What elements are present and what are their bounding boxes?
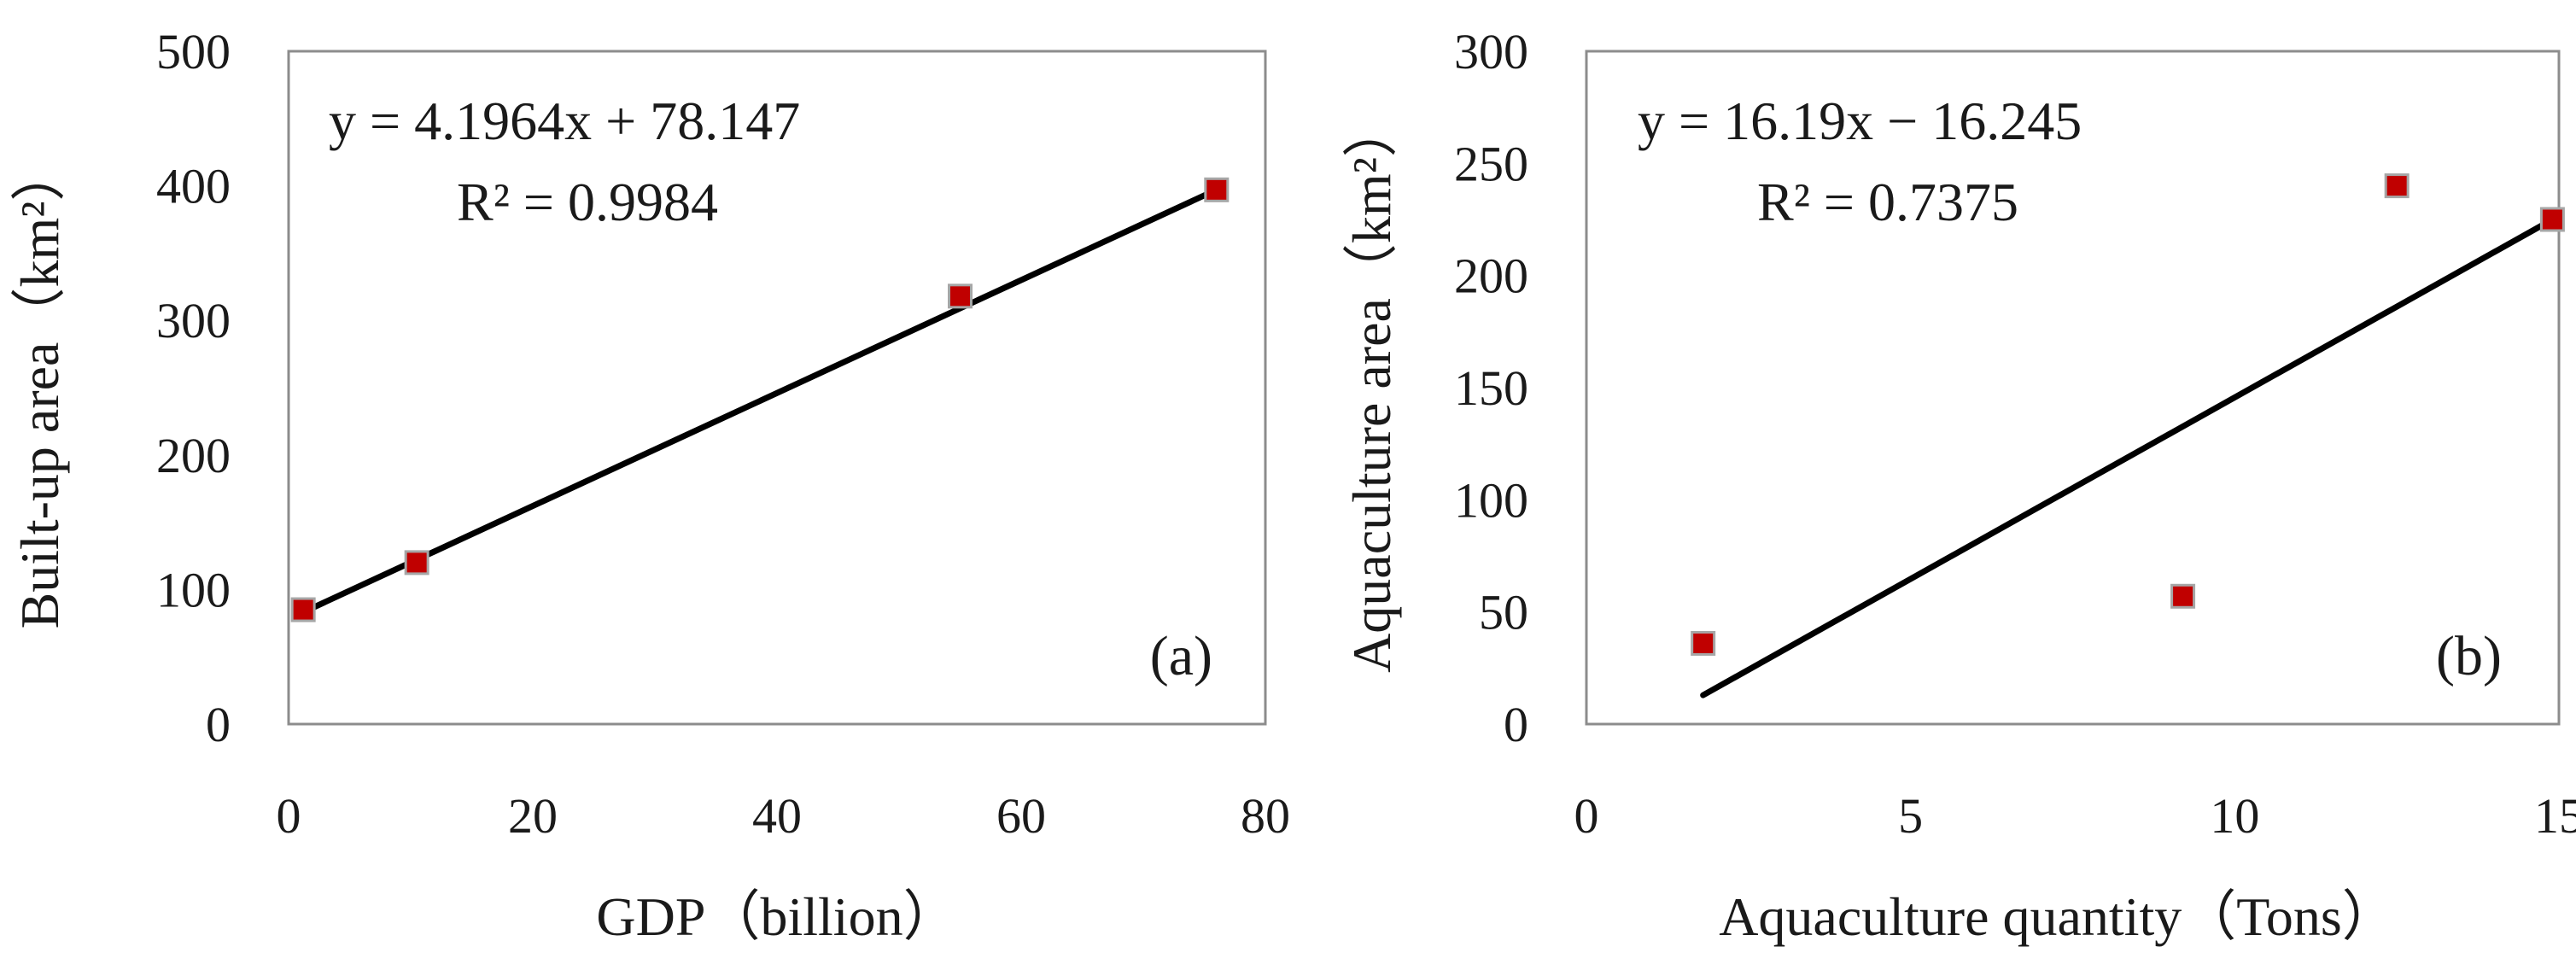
x-tick-label: 0 [1574,788,1599,844]
y-tick-label: 0 [206,697,231,752]
x-tick-label: 15 [2534,788,2576,844]
data-point [1691,630,1716,656]
data-point [290,597,316,622]
chart-panel-a: 0 100 200 300 400 500 0 20 40 60 80 GDP（billion） Bui… [9,24,1290,947]
y-tick-label: 0 [1504,697,1528,752]
chart-panel-b: 0 50 100 150 200 250 300 0 5 10 15 Aquaculture quan… [1341,24,2576,947]
x-tick-label: 20 [508,788,558,844]
y-tick-label: 150 [1454,360,1528,416]
x-axis-title: GDP（billion） [596,886,957,947]
y-tick-label: 300 [1454,24,1528,79]
plot-area-frame [287,50,1267,726]
y-axis-title: Aquaculture area（km²） [1341,102,1402,673]
y-tick-label: 200 [1454,248,1528,304]
y-tick-label: 100 [1454,472,1528,528]
trendline [1700,216,2556,698]
y-tick-label: 200 [156,428,231,483]
r-squared-label: R² = 0.7375 [1757,172,2018,232]
x-tick-label: 80 [1241,788,1290,844]
x-axis-title: Aquaculture quantity（Tons） [1719,886,2397,947]
panel-label: (a) [1150,625,1212,687]
y-tick-label: 500 [156,24,231,79]
y-tick-label: 300 [156,293,231,348]
data-point [2539,207,2565,232]
plot-area-frame [1585,50,2561,726]
x-tick-label: 5 [1898,788,1923,844]
y-axis-title: Built-up area（km²） [9,147,70,629]
x-tick-label: 60 [996,788,1046,844]
y-tick-label: 100 [156,562,231,617]
data-point [1204,177,1230,202]
y-tick-label: 250 [1454,136,1528,191]
y-tick-label: 400 [156,159,231,214]
data-point [404,550,429,576]
regression-equation: y = 16.19x − 16.245 [1638,91,2082,151]
x-tick-label: 0 [277,788,301,844]
y-tick-label: 50 [1479,585,1528,640]
r-squared-label: R² = 0.9984 [457,172,718,232]
panel-label: (b) [2436,625,2502,687]
x-tick-label: 10 [2210,788,2259,844]
data-point [2170,583,2196,609]
trendline [300,186,1220,616]
data-point [2384,173,2410,199]
regression-equation: y = 4.1964x + 78.147 [329,91,800,151]
data-point [948,283,973,309]
x-tick-label: 40 [752,788,802,844]
